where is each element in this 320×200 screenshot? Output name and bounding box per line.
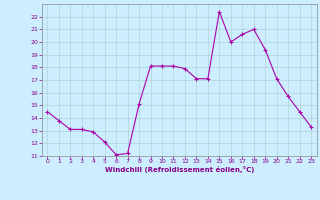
X-axis label: Windchill (Refroidissement éolien,°C): Windchill (Refroidissement éolien,°C): [105, 166, 254, 173]
